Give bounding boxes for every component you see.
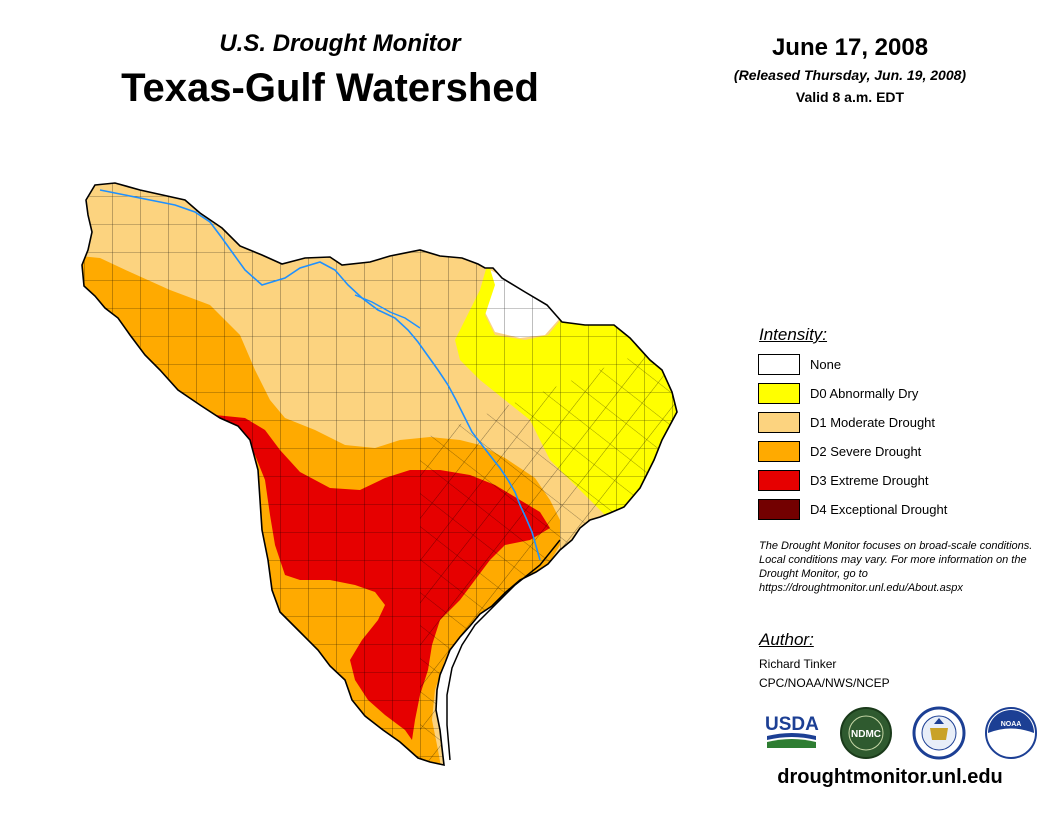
- legend-label: D2 Severe Drought: [810, 444, 922, 459]
- noaa-logo-text: NOAA: [1001, 721, 1022, 728]
- legend-swatch: [758, 470, 800, 491]
- ndmc-logo-text: NDMC: [851, 729, 881, 740]
- legend-label: None: [810, 357, 842, 372]
- author-org: CPC/NOAA/NWS/NCEP: [759, 676, 890, 690]
- footer-site-link[interactable]: droughtmonitor.unl.edu: [777, 766, 1003, 788]
- usda-logo: USDA: [765, 714, 819, 748]
- disclaimer-note: The Drought Monitor focuses on broad-sca…: [759, 540, 1033, 594]
- legend-swatch: [758, 383, 800, 404]
- author-heading: Author:: [759, 630, 814, 649]
- ndmc-logo: NDMC: [840, 707, 892, 759]
- legend-swatch: [758, 412, 800, 433]
- agency-logos: USDA NDMC NOAA: [765, 706, 1037, 760]
- commerce-logo: [912, 706, 966, 760]
- map-title: Texas-Gulf Watershed: [121, 66, 539, 110]
- legend-label: D4 Exceptional Drought: [810, 502, 948, 517]
- legend-label: D1 Moderate Drought: [810, 415, 936, 430]
- release-date: (Released Thursday, Jun. 19, 2008): [733, 67, 967, 83]
- legend-title: Intensity:: [759, 325, 828, 344]
- noaa-logo: NOAA: [985, 707, 1037, 759]
- legend-label: D0 Abnormally Dry: [810, 386, 919, 401]
- valid-time: Valid 8 a.m. EDT: [795, 89, 905, 105]
- map-subtitle: U.S. Drought Monitor: [219, 30, 461, 57]
- river-branch: [354, 294, 421, 329]
- author-name: Richard Tinker: [759, 657, 837, 671]
- watershed-outline: [81, 182, 678, 767]
- usda-logo-text: USDA: [765, 714, 819, 735]
- barrier-island: [446, 539, 561, 761]
- legend-label: D3 Extreme Drought: [810, 473, 929, 488]
- legend-swatch: [758, 354, 800, 375]
- legend-swatch: [758, 441, 800, 462]
- river-main: [99, 189, 541, 561]
- map-date: June 17, 2008: [771, 34, 929, 61]
- legend-swatch: [758, 499, 800, 520]
